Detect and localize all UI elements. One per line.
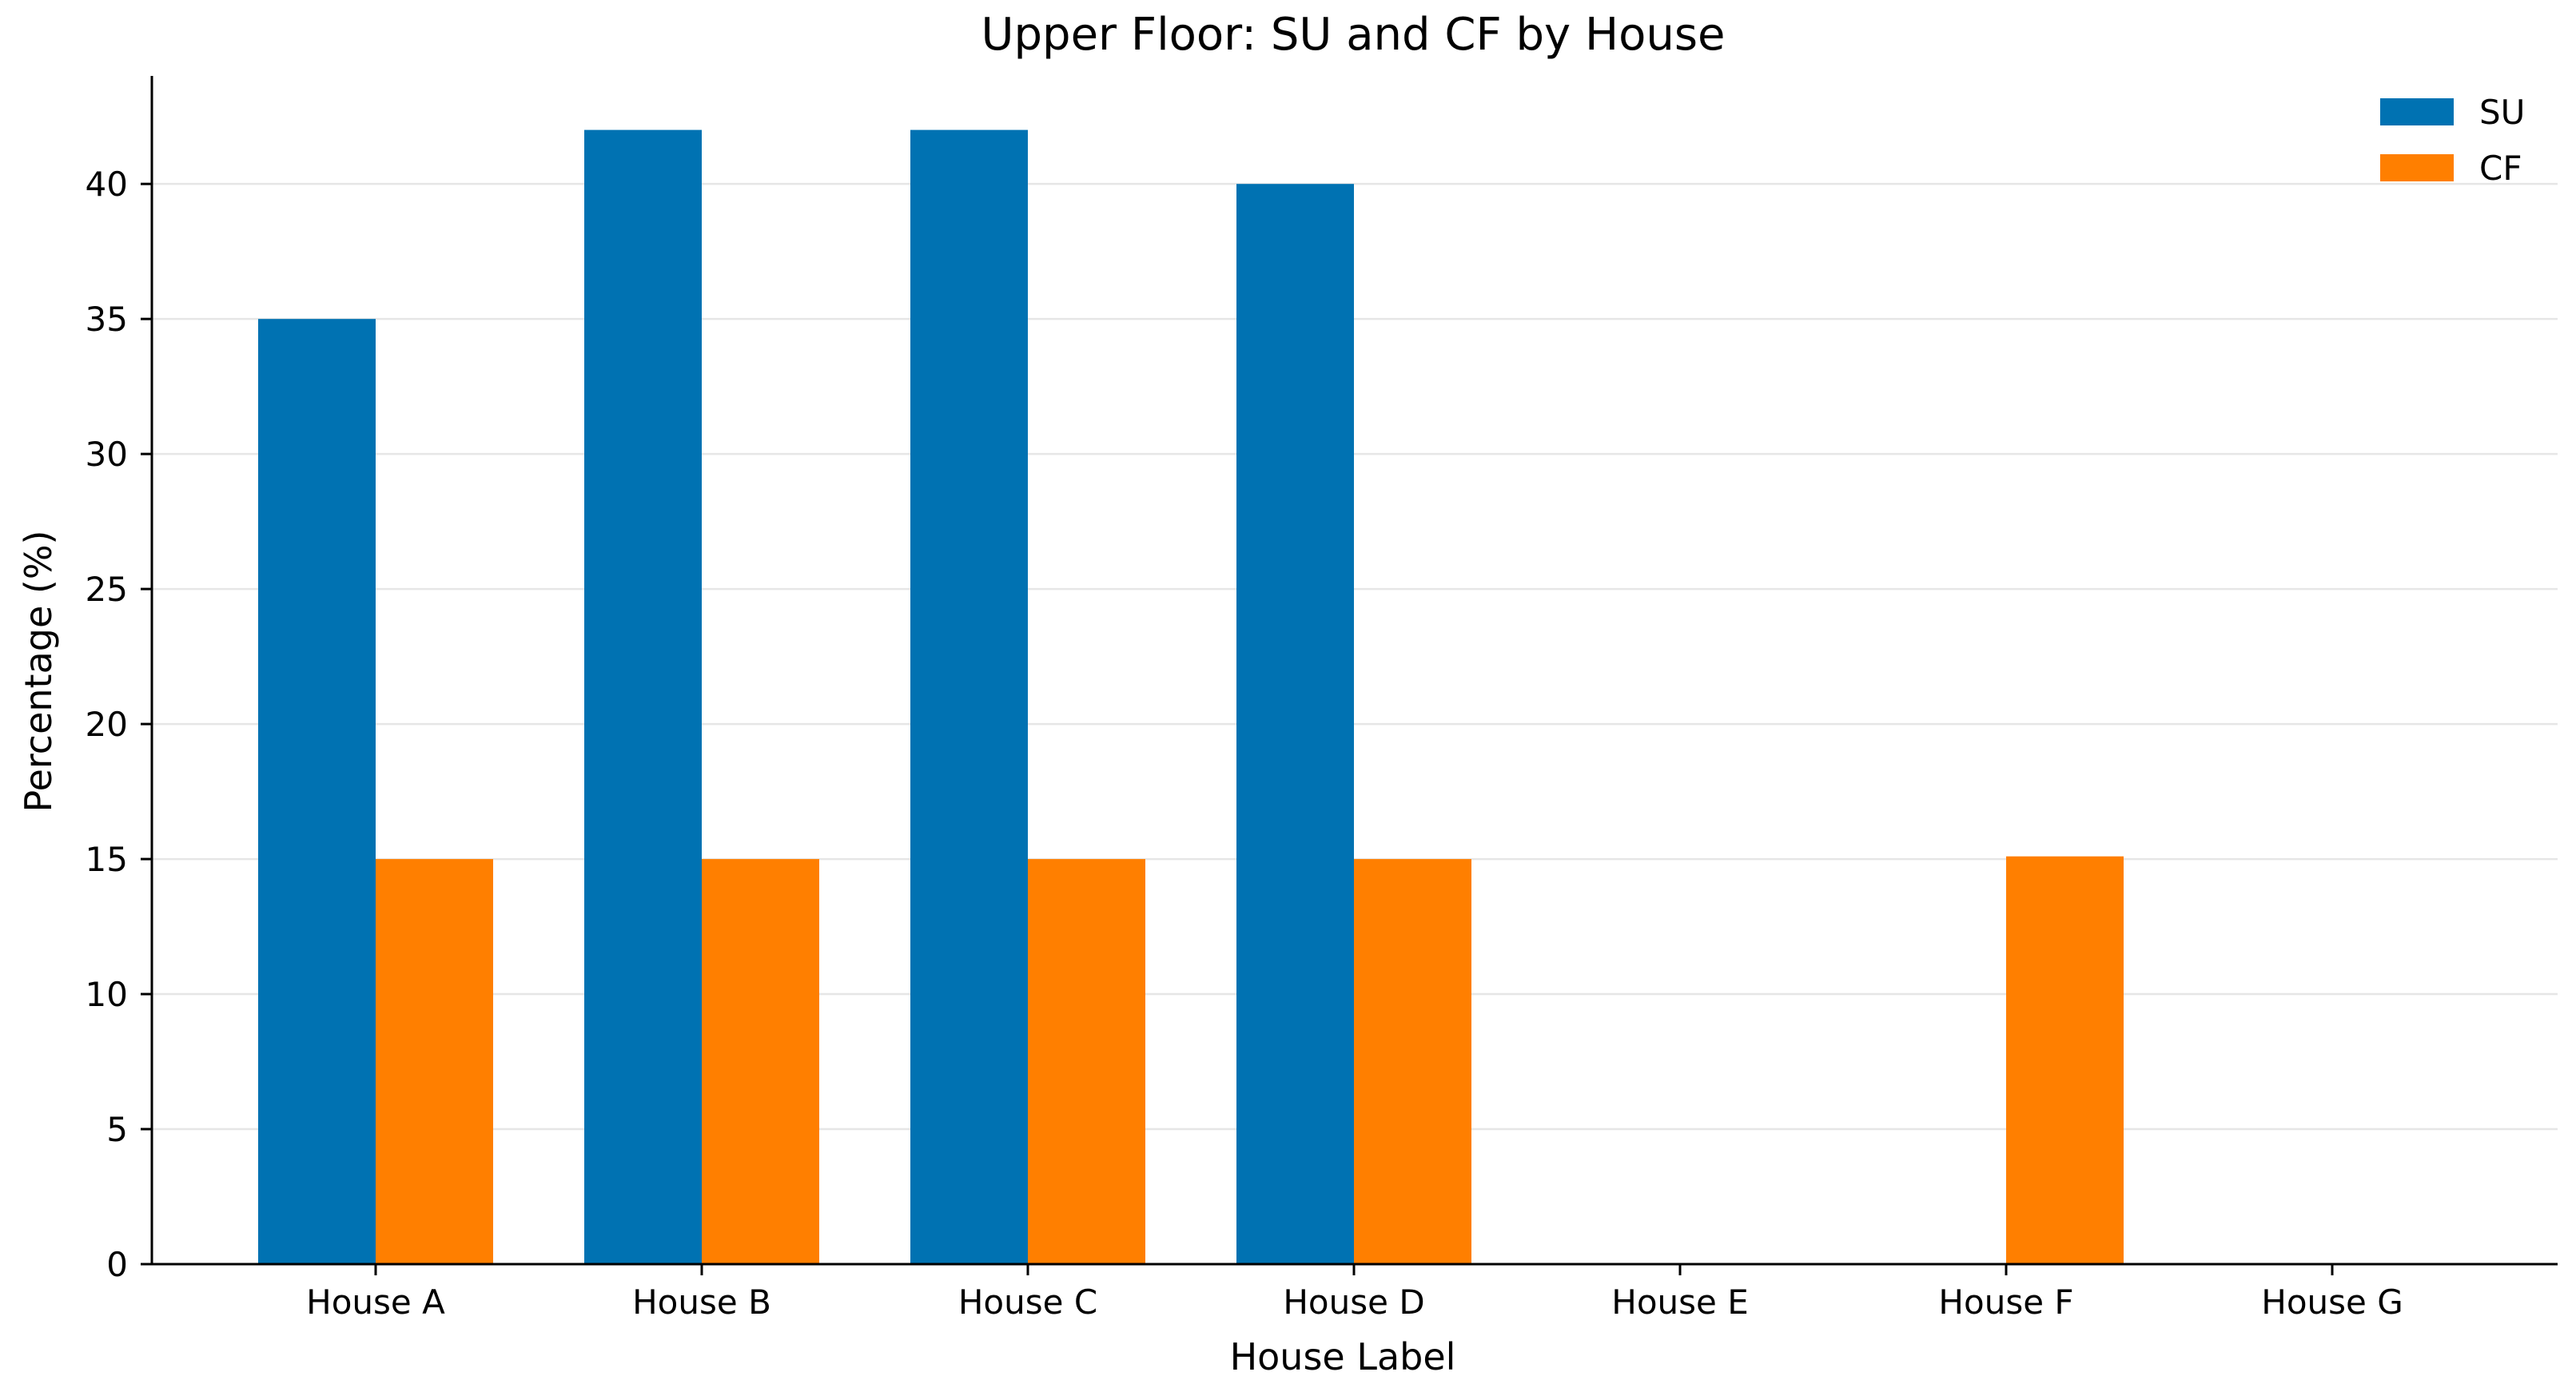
legend: SU CF [2380, 93, 2525, 188]
x-tick-label: House D [1283, 1283, 1424, 1322]
x-tick-label: House B [632, 1283, 771, 1322]
bar-cf-house-f [2006, 856, 2124, 1264]
x-tick-label: House E [1611, 1283, 1749, 1322]
y-tick-label: 10 [86, 975, 128, 1014]
y-tick-label: 35 [86, 300, 128, 339]
x-tick-label: House F [1938, 1283, 2073, 1322]
x-ticks: House A House B House C House D House E House… [306, 1264, 2403, 1322]
bars [258, 129, 2124, 1265]
bar-su-house-c [910, 129, 1028, 1264]
bar-su-house-a [258, 319, 376, 1265]
bar-cf-house-b [702, 859, 819, 1264]
y-tick-label: 30 [86, 435, 128, 474]
x-tick-label: House A [306, 1283, 445, 1322]
y-tick-label: 40 [86, 165, 128, 204]
x-tick-label: House G [2261, 1283, 2403, 1322]
y-tick-label: 20 [86, 705, 128, 744]
y-tick-label: 25 [86, 570, 128, 609]
bar-cf-house-c [1028, 859, 1145, 1264]
legend-swatch-su [2380, 98, 2454, 125]
chart-title: Upper Floor: SU and CF by House [981, 9, 1726, 61]
legend-swatch-cf [2380, 154, 2454, 181]
y-axis-label: Percentage (%) [17, 531, 60, 813]
bar-su-house-b [584, 129, 702, 1264]
y-ticks: 0 5 10 15 20 25 30 35 40 [86, 165, 152, 1284]
x-tick-label: House C [958, 1283, 1097, 1322]
bar-su-house-d [1236, 184, 1354, 1264]
x-axis-label: House Label [1230, 1335, 1456, 1378]
y-tick-label: 0 [106, 1245, 128, 1284]
y-tick-label: 15 [86, 840, 128, 879]
y-tick-label: 5 [106, 1110, 128, 1149]
bar-cf-house-a [376, 859, 493, 1264]
bar-cf-house-d [1354, 859, 1471, 1264]
legend-label-cf: CF [2479, 149, 2522, 188]
legend-label-su: SU [2479, 93, 2525, 132]
